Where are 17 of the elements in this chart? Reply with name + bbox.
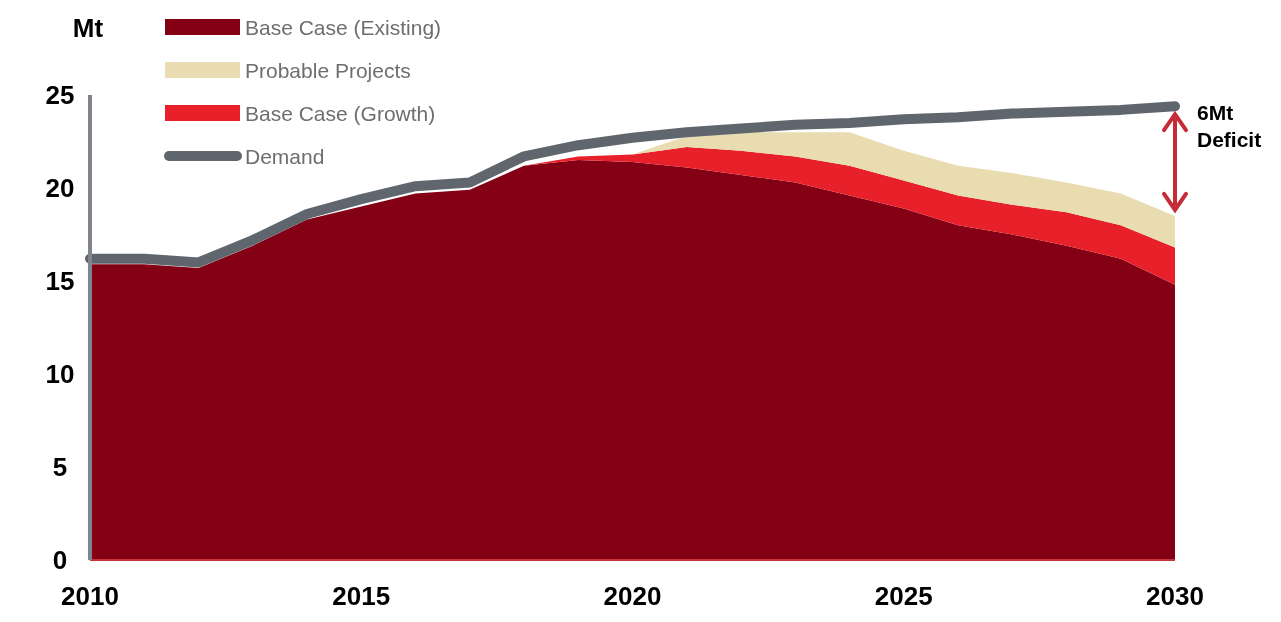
- x-tick-label: 2020: [603, 581, 662, 611]
- legend-label: Base Case (Existing): [245, 15, 442, 39]
- y-tick-label: 20: [45, 173, 75, 203]
- x-tick-label: 2010: [61, 581, 119, 611]
- x-tick-label: 2015: [332, 581, 391, 611]
- y-tick-label: 10: [45, 359, 75, 389]
- legend-label: Base Case (Growth): [245, 101, 436, 125]
- text: 6Mt Deficit: [1197, 101, 1262, 152]
- y-tick-label: 15: [45, 266, 75, 296]
- y-tick-label: 5: [52, 452, 68, 482]
- y-tick-label: 25: [45, 80, 75, 110]
- y-axis-title: Mt: [72, 13, 104, 43]
- x-tick-label: 2025: [874, 581, 933, 611]
- legend-label: Probable Projects: [245, 58, 411, 82]
- legend-label: Demand: [245, 144, 325, 168]
- x-tick-label: 2030: [1146, 581, 1204, 611]
- y-tick-label: 0: [52, 545, 68, 575]
